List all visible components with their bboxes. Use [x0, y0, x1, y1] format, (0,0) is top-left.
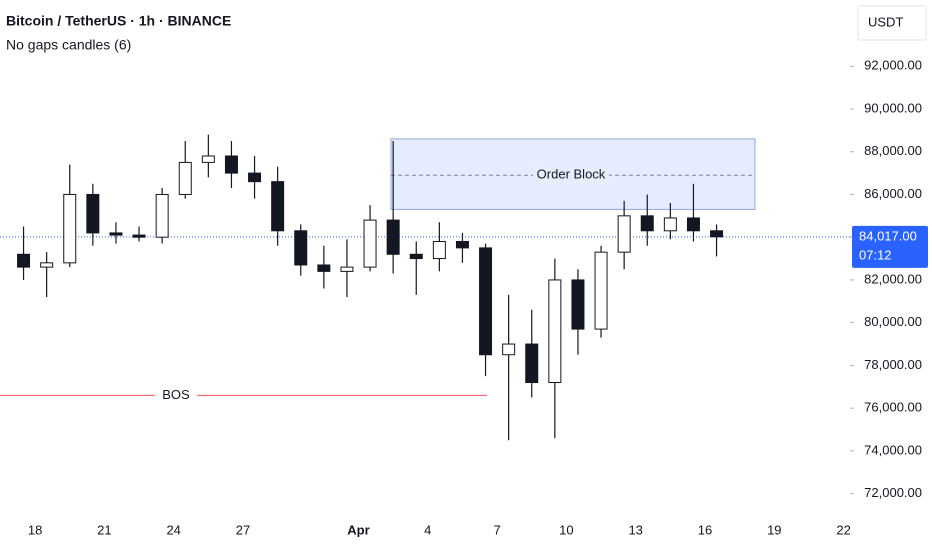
- x-tick-label: 24: [166, 522, 180, 537]
- candle-body: [17, 253, 31, 268]
- candle-body: [248, 172, 262, 183]
- candle-body: [178, 161, 192, 195]
- candle-body: [640, 215, 654, 232]
- candle-body: [663, 217, 677, 232]
- x-tick-label: 16: [698, 522, 712, 537]
- candle-body: [455, 240, 469, 249]
- x-tick-label: 19: [767, 522, 781, 537]
- y-tick-label: 74,000.00: [864, 442, 922, 457]
- candle-body: [502, 343, 516, 356]
- candle-body: [155, 193, 169, 238]
- y-tick-label: 72,000.00: [864, 485, 922, 500]
- candle-body: [686, 217, 700, 232]
- y-tick-label: 90,000.00: [864, 100, 922, 115]
- x-tick-label: 7: [493, 522, 500, 537]
- y-tick-label: 86,000.00: [864, 186, 922, 201]
- candle-body: [571, 279, 585, 330]
- candle-body: [617, 215, 631, 253]
- y-tick-label: 88,000.00: [864, 143, 922, 158]
- candle-body: [63, 193, 77, 264]
- candle-body: [525, 343, 539, 384]
- candle-body: [432, 240, 446, 260]
- candle-body: [86, 193, 100, 234]
- x-tick-label: 13: [628, 522, 642, 537]
- candle-body: [409, 253, 423, 260]
- currency-label: USDT: [868, 14, 903, 29]
- bos-label: BOS: [162, 387, 190, 402]
- candle-body: [363, 219, 377, 268]
- last-price-label: 84,017.00: [859, 228, 917, 243]
- order-block-label-bg: [533, 166, 609, 185]
- y-tick-label: 92,000.00: [864, 58, 922, 73]
- x-tick-label: 10: [559, 522, 573, 537]
- order-block-label: Order Block: [537, 167, 606, 182]
- x-tick-label: 4: [424, 522, 431, 537]
- price-axis-bg: [850, 48, 932, 550]
- candle-body: [294, 230, 308, 266]
- candle-body: [109, 232, 123, 236]
- candle-body: [317, 264, 331, 272]
- chart-subtitle: No gaps candles (6): [6, 37, 131, 53]
- candle-body: [594, 251, 608, 330]
- candle-body: [271, 181, 285, 232]
- currency-box[interactable]: [857, 5, 927, 41]
- candle-body: [340, 266, 354, 272]
- chart-title: Bitcoin / TetherUS · 1h · BINANCE: [6, 13, 231, 29]
- candle-body: [132, 234, 146, 238]
- y-tick-label: 80,000.00: [864, 314, 922, 329]
- candle-body: [40, 262, 54, 268]
- x-tick-label: 27: [236, 522, 250, 537]
- candle-body: [710, 230, 724, 238]
- candle-body: [548, 279, 562, 384]
- last-price-countdown: 07:12: [859, 247, 892, 262]
- candle-body: [201, 155, 215, 163]
- x-tick-label: 22: [836, 522, 850, 537]
- candle-body: [386, 219, 400, 255]
- last-price-tag: [852, 225, 928, 268]
- x-tick-label: 21: [97, 522, 111, 537]
- x-tick-label: 18: [28, 522, 42, 537]
- y-tick-label: 78,000.00: [864, 357, 922, 372]
- candle-body: [479, 247, 493, 356]
- y-tick-label: 76,000.00: [864, 400, 922, 415]
- x-tick-label: Apr: [347, 522, 369, 537]
- candle-body: [224, 155, 238, 174]
- y-tick-label: 82,000.00: [864, 271, 922, 286]
